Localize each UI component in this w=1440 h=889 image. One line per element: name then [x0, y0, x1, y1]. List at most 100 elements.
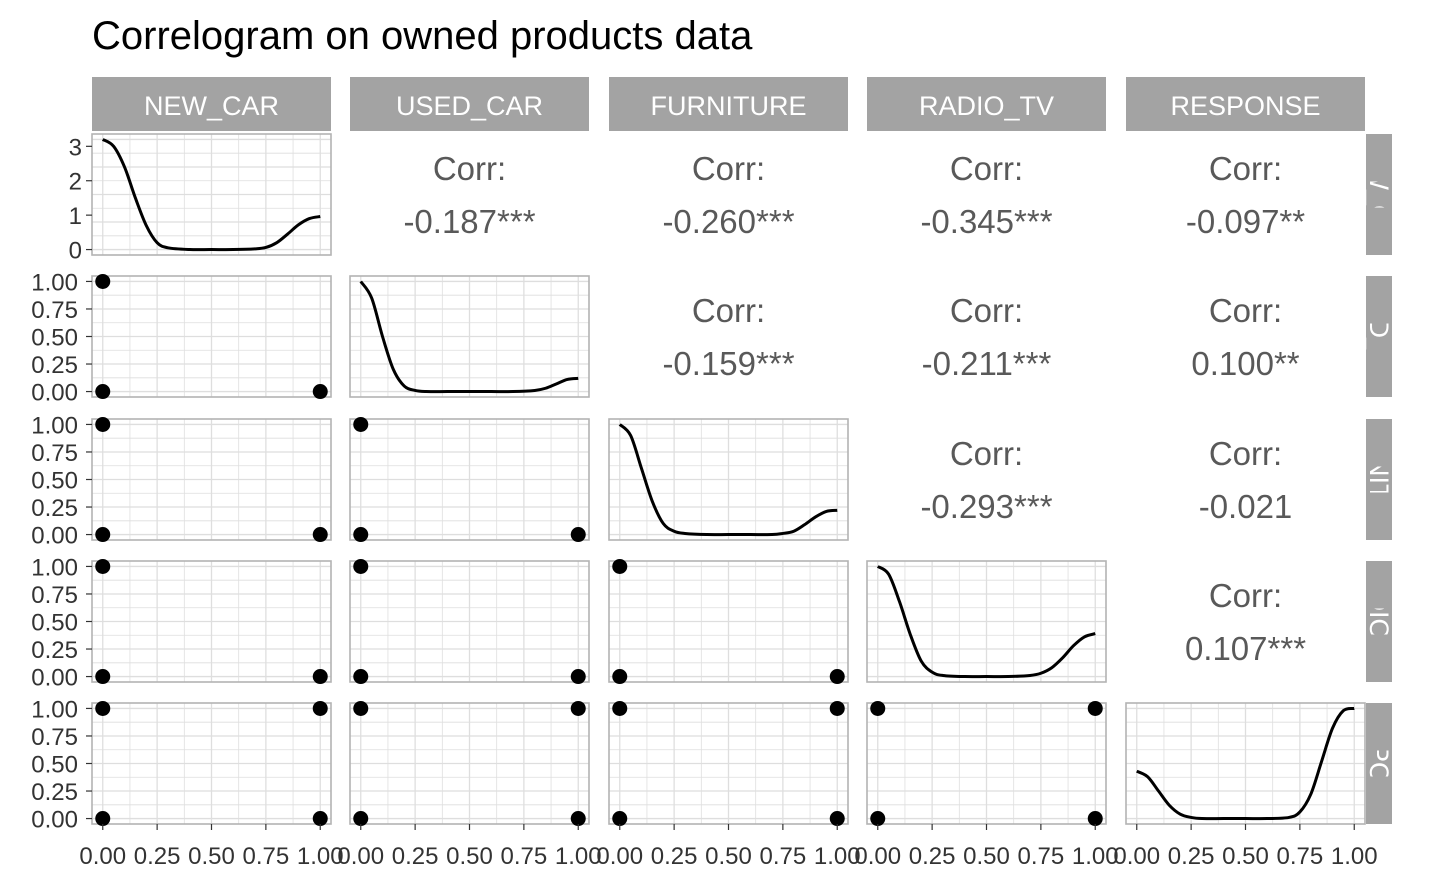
scatter-point-response-used-car: [570, 700, 586, 716]
scatter-point-radio-tv-furniture: [612, 558, 628, 574]
y-tick-label: 2: [69, 169, 82, 196]
strip-col-label-new-car: NEW_CAR: [144, 91, 279, 121]
corr-label: Corr:: [692, 150, 765, 187]
strip-row-new-car: [1366, 134, 1392, 255]
panel-border: [349, 418, 590, 541]
panel-border: [91, 133, 332, 256]
scatter-point-used-car-new-car: [95, 384, 111, 400]
x-tick-label: 0.50: [1222, 843, 1269, 870]
y-tick-label: 0.00: [31, 665, 78, 692]
y-tick-label: 1.00: [31, 412, 78, 439]
scatter-point-furniture-used-car: [353, 527, 369, 543]
scatter-point-response-furniture: [829, 700, 845, 716]
x-tick-label: 1.00: [1331, 843, 1378, 870]
scatter-point-response-radio-tv: [870, 811, 886, 827]
strip-col-new-car: [92, 77, 331, 131]
strip-col-label-furniture: FURNITURE: [651, 91, 807, 121]
scatter-point-radio-tv-used-car: [353, 558, 369, 574]
y-tick-label: 0.25: [31, 352, 78, 379]
x-tick-label: 0.00: [854, 843, 901, 870]
y-tick-label: 0.75: [31, 297, 78, 324]
y-tick-label: 0.25: [31, 637, 78, 664]
y-tick-label: 1.00: [31, 554, 78, 581]
strip-col-radio-tv: [867, 77, 1106, 131]
x-tick-label: 0.75: [501, 843, 548, 870]
y-tick-label: 0.75: [31, 440, 78, 467]
strip-row-label-radio-tv: RADIO_TV: [1364, 554, 1394, 689]
density-line-used-car: [359, 280, 579, 394]
x-tick-label: 1.00: [297, 843, 344, 870]
x-tick-label: 0.75: [1277, 843, 1324, 870]
scatter-point-furniture-used-car: [353, 416, 369, 432]
corr-value-furniture-response: -0.021: [1199, 488, 1293, 525]
scatter-point-radio-tv-new-car: [312, 669, 328, 685]
x-tick-label: 0.00: [337, 843, 384, 870]
y-tick-label: 0.50: [31, 752, 78, 779]
x-tick-label: 0.25: [1168, 843, 1215, 870]
scatter-point-response-new-car: [95, 700, 111, 716]
corr-label: Corr:: [433, 150, 506, 187]
panel-border: [608, 560, 849, 683]
scatter-point-response-used-car: [570, 811, 586, 827]
scatter-point-furniture-new-car: [312, 527, 328, 543]
corr-label: Corr:: [950, 150, 1023, 187]
corr-label: Corr:: [950, 435, 1023, 472]
x-tick-label: 0.50: [705, 843, 752, 870]
x-tick-label: 0.50: [963, 843, 1010, 870]
corr-label: Corr:: [950, 292, 1023, 329]
y-tick-label: 0.50: [31, 468, 78, 495]
corr-value-new-car-response: -0.097**: [1186, 203, 1305, 240]
x-tick-label: 0.00: [1113, 843, 1160, 870]
y-tick-label: 1.00: [31, 269, 78, 296]
x-tick-label: 0.25: [909, 843, 956, 870]
scatter-point-response-new-car: [95, 811, 111, 827]
chart-title: Correlogram on owned products data: [92, 14, 753, 58]
scatter-point-response-radio-tv: [870, 700, 886, 716]
y-tick-label: 0.75: [31, 582, 78, 609]
strip-col-label-response: RESPONSE: [1170, 91, 1320, 121]
corr-label: Corr:: [692, 292, 765, 329]
scatter-point-response-radio-tv: [1087, 700, 1103, 716]
x-tick-label: 1.00: [814, 843, 861, 870]
density-line-radio-tv: [876, 565, 1096, 679]
y-tick-label: 0.00: [31, 807, 78, 834]
y-tick-label: 3: [69, 134, 82, 161]
y-tick-label: 1: [69, 203, 82, 230]
scatter-point-radio-tv-furniture: [612, 669, 628, 685]
corr-label: Corr:: [1209, 150, 1282, 187]
strip-col-used-car: [350, 77, 589, 131]
x-tick-label: 0.00: [79, 843, 126, 870]
strip-row-label-new-car: NEW_CAR: [1364, 127, 1394, 262]
y-tick-label: 0.75: [31, 724, 78, 751]
y-tick-label: 0.50: [31, 610, 78, 637]
scatter-point-response-furniture: [612, 700, 628, 716]
strip-col-response: [1126, 77, 1365, 131]
x-tick-label: 0.50: [446, 843, 493, 870]
x-tick-label: 0.25: [392, 843, 439, 870]
corr-value-radio-tv-response: 0.107***: [1185, 630, 1306, 667]
panel-border: [349, 560, 590, 683]
scatter-point-radio-tv-new-car: [95, 558, 111, 574]
corr-label: Corr:: [1209, 577, 1282, 614]
scatter-point-radio-tv-new-car: [95, 669, 111, 685]
panel-border: [608, 418, 849, 541]
x-tick-label: 1.00: [1072, 843, 1119, 870]
corr-value-new-car-radio-tv: -0.345***: [920, 203, 1052, 240]
scatter-point-furniture-new-car: [95, 416, 111, 432]
y-tick-label: 1.00: [31, 696, 78, 723]
density-line-response: [1136, 706, 1355, 821]
corr-label: Corr:: [1209, 435, 1282, 472]
scatter-point-radio-tv-used-car: [570, 669, 586, 685]
scatter-point-response-radio-tv: [1087, 811, 1103, 827]
scatter-point-used-car-new-car: [95, 273, 111, 289]
corr-value-new-car-used-car: -0.187***: [403, 203, 535, 240]
scatter-point-response-furniture: [612, 811, 628, 827]
x-tick-label: 0.25: [134, 843, 181, 870]
panel-border: [866, 560, 1107, 683]
y-tick-label: 0.50: [31, 325, 78, 352]
scatter-point-furniture-used-car: [570, 527, 586, 543]
strip-row-used-car: [1366, 276, 1392, 397]
strip-col-furniture: [609, 77, 848, 131]
strip-row-radio-tv: [1366, 561, 1392, 682]
